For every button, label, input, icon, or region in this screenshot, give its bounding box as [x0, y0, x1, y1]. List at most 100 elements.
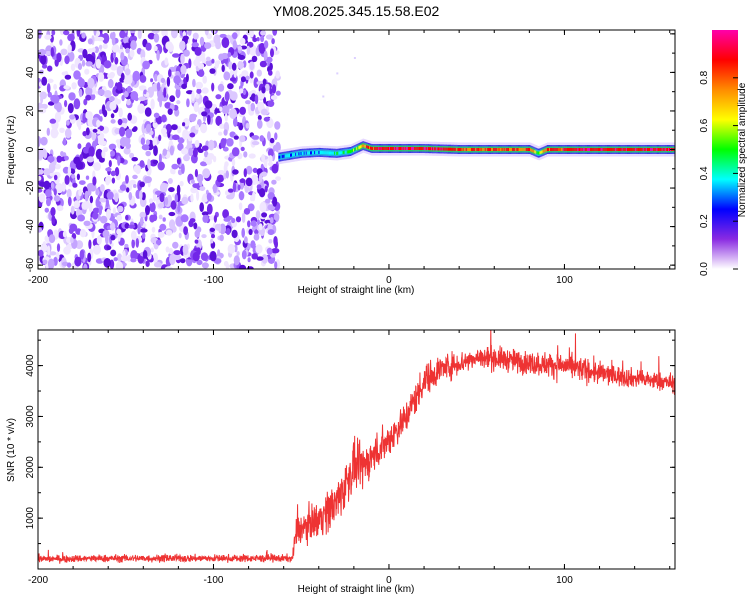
- heatmap-cell: [196, 173, 204, 183]
- band-core: [438, 147, 441, 151]
- heatmap-cell: [104, 90, 112, 98]
- heatmap-cell: [158, 153, 162, 164]
- heatmap-cell: [251, 135, 259, 140]
- heatmap-cell: [167, 108, 173, 115]
- band-core: [620, 148, 623, 151]
- heatmap-cell: [110, 234, 116, 241]
- heatmap-cell: [209, 251, 217, 262]
- heatmap-cell: [224, 113, 228, 122]
- heatmap-cell: [271, 248, 280, 254]
- band-core: [477, 148, 479, 151]
- heatmap-cell: [123, 42, 132, 50]
- heatmap-cell: [46, 127, 50, 136]
- band-core: [493, 148, 495, 151]
- heatmap-cell: [164, 266, 173, 269]
- heatmap-cell: [158, 214, 163, 220]
- heatmap-cell: [64, 155, 69, 161]
- heatmap-cell: [81, 201, 89, 210]
- band-core: [481, 148, 484, 151]
- heatmap-cell: [222, 146, 229, 152]
- heatmap-cell: [159, 96, 163, 108]
- heatmap-cell: [45, 189, 52, 198]
- heatmap-cell: [241, 212, 246, 223]
- band-core: [524, 148, 527, 151]
- heatmap-cell: [103, 60, 112, 69]
- heatmap-cell: [211, 82, 215, 92]
- band-core: [340, 151, 343, 155]
- heatmap-cell: [125, 128, 133, 139]
- heatmap-cell: [211, 234, 215, 239]
- y-tick-label: 40: [25, 66, 36, 78]
- heatmap-cell: [245, 122, 250, 129]
- band-core: [409, 147, 411, 150]
- heatmap-cell: [214, 60, 219, 69]
- heatmap-cell: [73, 200, 81, 209]
- band-core: [611, 148, 613, 151]
- heatmap-cell: [54, 111, 62, 123]
- heatmap-cell: [78, 122, 82, 131]
- heatmap-cell: [247, 257, 251, 263]
- band-core: [339, 151, 342, 155]
- band-core: [552, 148, 554, 151]
- band-core: [469, 148, 471, 151]
- band-core: [578, 148, 581, 151]
- band-core: [403, 147, 406, 150]
- heatmap-cell: [204, 42, 212, 49]
- heatmap-cell: [44, 207, 49, 213]
- band-core: [550, 148, 552, 151]
- heatmap-cell: [38, 226, 43, 233]
- heatmap-cell: [125, 175, 129, 184]
- heatmap-cell: [78, 180, 86, 186]
- band-core: [604, 148, 607, 151]
- band-core: [588, 148, 590, 151]
- heatmap-cell: [47, 155, 55, 163]
- band-core: [326, 151, 329, 155]
- spectrogram-x-ticks: -200 -100 0 100: [28, 30, 671, 286]
- heatmap-cell: [201, 234, 207, 239]
- band-core: [375, 147, 377, 150]
- band-core: [350, 150, 352, 153]
- x-tick-label: 0: [386, 575, 392, 586]
- heatmap-cell: [77, 143, 82, 150]
- heatmap-cell: [86, 156, 95, 163]
- band-core: [322, 151, 325, 155]
- band-core: [319, 150, 322, 154]
- heatmap-cell: [255, 244, 263, 254]
- band-core: [429, 147, 431, 151]
- heatmap-cell: [85, 127, 90, 136]
- band-core: [495, 148, 497, 151]
- band-core: [439, 147, 442, 151]
- band-core: [416, 147, 418, 150]
- band-core: [320, 151, 323, 154]
- band-core: [646, 148, 649, 151]
- heatmap-cell: [47, 78, 54, 84]
- band-core: [420, 147, 423, 150]
- heatmap-cell: [60, 151, 64, 157]
- band-core: [461, 148, 464, 151]
- heatmap-cell: [201, 195, 209, 203]
- band-core: [572, 148, 574, 151]
- band-core: [327, 151, 330, 155]
- heatmap-cell: [274, 261, 278, 269]
- band-core: [537, 151, 539, 155]
- heatmap-cell: [92, 207, 100, 214]
- heatmap-cell: [180, 214, 189, 223]
- heatmap-cell: [54, 163, 61, 170]
- heatmap-cell: [145, 139, 150, 146]
- heatmap-cell: [195, 81, 203, 90]
- heatmap-cell: [139, 211, 146, 219]
- band-core: [555, 148, 557, 151]
- band-core: [311, 151, 313, 155]
- band-core: [297, 152, 299, 156]
- heatmap-cell: [192, 183, 199, 189]
- heatmap-cell: [196, 190, 200, 201]
- band-core: [282, 154, 285, 158]
- heatmap-cell: [263, 40, 269, 49]
- x-tick-label: -100: [203, 275, 223, 286]
- band-core: [642, 148, 645, 151]
- heatmap-cell: [88, 201, 93, 213]
- heatmap-cell: [258, 188, 266, 198]
- heatmap-cell: [173, 250, 182, 256]
- band-core: [305, 151, 308, 155]
